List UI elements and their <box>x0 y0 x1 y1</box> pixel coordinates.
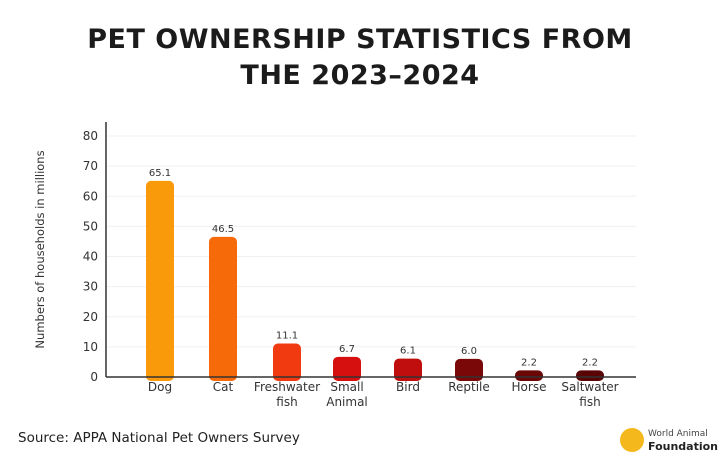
chart-title: PET OWNERSHIP STATISTICS FROM THE 2023–2… <box>0 22 720 94</box>
world-animal-foundation-logo: World Animal Foundation <box>620 424 720 458</box>
bar-reptile <box>455 358 483 381</box>
y-tick-label: 40 <box>83 250 98 264</box>
bar-dog <box>146 180 174 381</box>
data-label: 65.1 <box>149 168 171 179</box>
x-tick-label: Cat <box>213 380 234 394</box>
data-label: 2.2 <box>521 357 537 368</box>
bar-freshwater-fish <box>273 343 301 381</box>
x-tick-label: fish <box>579 395 600 409</box>
x-tick-label: Saltwater <box>561 380 618 394</box>
data-label: 2.2 <box>582 357 598 368</box>
x-tick-label: Freshwater <box>254 380 320 394</box>
y-tick-label: 0 <box>90 370 98 384</box>
y-tick-label: 70 <box>83 159 98 173</box>
bar-cat <box>209 236 237 381</box>
x-tick-label: Small <box>330 380 363 394</box>
y-tick-label: 30 <box>83 280 98 294</box>
x-tick-label: Bird <box>396 380 420 394</box>
y-tick-label: 60 <box>83 189 98 203</box>
data-label: 6.0 <box>461 346 477 357</box>
bar-bird <box>394 358 422 381</box>
logo-line-2: Foundation <box>648 440 719 453</box>
y-tick-label: 50 <box>83 219 98 233</box>
data-label: 46.5 <box>212 224 234 235</box>
x-tick-label: Dog <box>148 380 172 394</box>
x-tick-label: Animal <box>326 395 368 409</box>
source-note: Source: APPA National Pet Owners Survey <box>18 430 300 446</box>
logo-line-1: World Animal <box>648 429 708 439</box>
data-label: 6.1 <box>400 346 416 357</box>
x-tick-label: Horse <box>512 380 547 394</box>
bar-saltwater-fish <box>576 370 604 381</box>
title-line-2: THE 2023–2024 <box>240 60 480 91</box>
data-label: 11.1 <box>276 331 298 342</box>
y-tick-label: 10 <box>83 340 98 354</box>
y-axis-label: Numbers of households in millions <box>33 150 47 348</box>
bar-horse <box>515 370 543 381</box>
y-tick-label: 20 <box>83 310 98 324</box>
bar-small-animal <box>333 356 361 381</box>
x-tick-label: fish <box>276 395 297 409</box>
title-line-1: PET OWNERSHIP STATISTICS FROM <box>87 24 633 55</box>
y-tick-label: 80 <box>83 129 98 143</box>
x-tick-label: Reptile <box>448 380 490 394</box>
data-label: 6.7 <box>339 344 355 355</box>
logo-icon <box>620 428 644 452</box>
